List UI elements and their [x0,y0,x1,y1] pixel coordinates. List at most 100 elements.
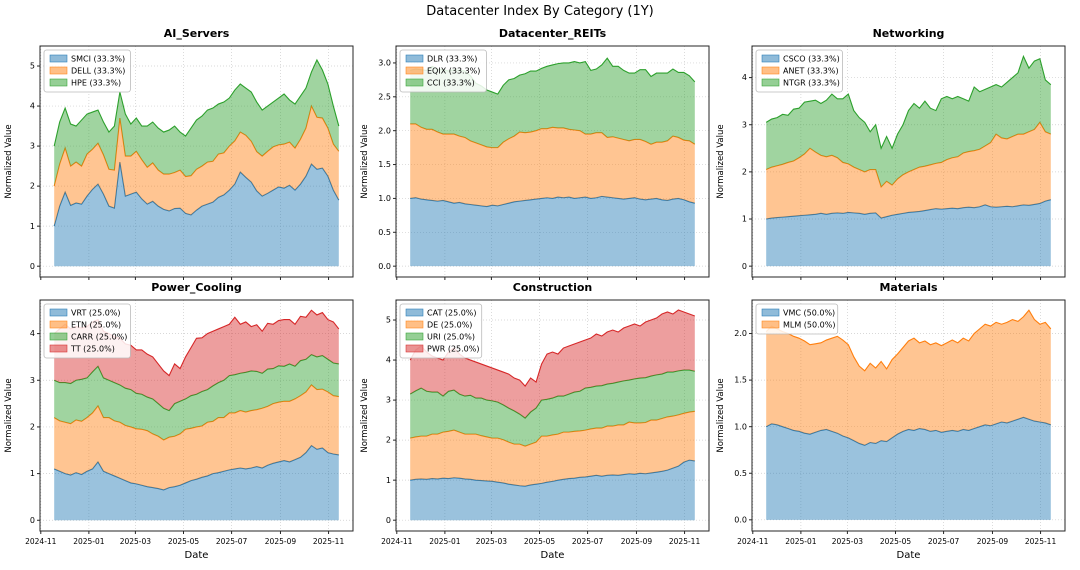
subplot-title: Construction [513,281,592,294]
y-axis-label: Normalized Value [360,378,370,452]
line-anet [765,121,1052,189]
subplot-networking: 0 1 2 3 4 Normalized Value Networking CSCO (33.… [716,27,1066,280]
x-axis: 2024-11 2025-01 2025-03 2025-05 2025-07 2025-… [381,531,700,546]
svg-text:1.0: 1.0 [734,422,747,431]
legend-swatch-dell [49,66,68,75]
legend-swatch-ntgr [761,78,780,87]
svg-text:2025-09: 2025-09 [977,537,1009,546]
line-cat [410,459,695,487]
svg-text:0.5: 0.5 [378,228,391,237]
svg-text:2025-05: 2025-05 [524,537,556,546]
svg-text:2025-01: 2025-01 [785,537,817,546]
area-hpe [54,60,339,187]
legend-swatch-dlr [405,54,424,63]
legend-swatch-carr [49,332,68,341]
svg-text:3: 3 [30,376,35,385]
legend-label: VRT (25.0%) [71,309,121,318]
legend-label: MLM (50.0%) [783,321,835,330]
svg-text:2025-05: 2025-05 [880,537,912,546]
legend-label: ETN (25.0%) [71,321,121,330]
line-eqix [410,123,696,149]
grid [396,300,709,531]
area-mlm [766,310,1051,446]
legend-swatch-tt [49,344,68,353]
svg-text:2024-11: 2024-11 [25,537,57,546]
plot-border [39,299,354,532]
legend: DLR (33.3%) EQIX (33.3%) CCI (33.3%) [399,49,487,93]
svg-text:0.5: 0.5 [734,469,747,478]
svg-text:2025-11: 2025-11 [1025,537,1057,546]
legend-swatch-eqix [405,66,424,75]
svg-text:2025-03: 2025-03 [476,537,508,546]
svg-text:1.5: 1.5 [734,376,747,385]
svg-text:3: 3 [742,120,747,129]
line-etn [53,384,339,441]
legend: SMCI (33.3%) DELL (33.3%) HPE (33.3%) [43,49,131,93]
area-cat [410,460,695,521]
area-cci [410,58,695,148]
svg-text:3.0: 3.0 [378,59,391,68]
subplot-title: AI_Servers [164,27,230,40]
svg-text:2025-07: 2025-07 [216,537,248,546]
svg-text:5: 5 [386,316,391,325]
legend: VRT (25.0%) ETN (25.0%) CARR (25.0%) TT (25… [43,303,131,359]
line-ntgr [765,54,1052,150]
area-dlr [410,196,695,267]
legend-label: VMC (50.0%) [783,309,835,318]
area-anet [766,122,1051,220]
svg-text:0: 0 [30,262,35,271]
y-axis-label: Normalized Value [4,124,14,198]
svg-text:2: 2 [30,182,35,191]
svg-text:2: 2 [386,436,391,445]
area-uri [410,370,695,447]
svg-text:2025-03: 2025-03 [832,537,864,546]
legend-swatch-hpe [49,78,68,87]
legend-label: TT (25.0%) [70,345,115,354]
grid [40,300,353,531]
legend-swatch-anet [761,66,780,75]
legend-swatch-vmc [761,308,780,317]
area-etn [54,384,339,490]
x-axis [396,277,686,280]
y-axis-label: Normalized Value [716,124,726,198]
line-vmc [765,416,1051,446]
svg-text:3: 3 [386,396,391,405]
subplot-title: Networking [873,27,945,40]
svg-text:2025-03: 2025-03 [120,537,152,546]
area-csco [766,199,1051,267]
legend-label: DE (25.0%) [427,321,472,330]
line-hpe [53,58,340,147]
svg-text:1: 1 [386,476,391,485]
line-vrt [53,444,339,491]
area-ntgr [766,56,1051,187]
svg-text:2.0: 2.0 [378,126,391,135]
legend-swatch-uri [405,332,424,341]
x-axis [40,277,330,280]
grid [752,300,1065,531]
svg-text:0: 0 [386,516,391,525]
svg-text:2025-01: 2025-01 [429,537,461,546]
legend-swatch-etn [49,320,68,329]
svg-text:2025-11: 2025-11 [669,537,701,546]
y-axis: 0 1 2 3 4 [30,329,40,525]
svg-text:2025-05: 2025-05 [168,537,200,546]
line-mlm [765,309,1052,372]
svg-text:2025-09: 2025-09 [265,537,297,546]
line-carr [53,353,339,412]
y-axis-label: Normalized Value [360,124,370,198]
subplot-power-cooling: 0 1 2 3 4 2024-11 2025-01 2025-03 2025-05 2025-07… [4,281,354,561]
y-axis: 0.0 0.5 1.0 1.5 2.0 [734,329,752,524]
svg-text:4: 4 [30,102,35,111]
subplot-ai-servers: 0 1 2 3 4 5 Normalized Value AI_Servers SMCI (33… [4,27,354,280]
legend-label: CARR (25.0%) [71,333,127,342]
grid [40,46,353,277]
area-carr [54,354,339,440]
x-axis-label: Date [541,550,565,561]
area-pwr [410,310,695,419]
line-dell [53,104,340,187]
svg-text:5: 5 [30,62,35,71]
svg-text:2024-11: 2024-11 [381,537,413,546]
legend-label: PWR (25.0%) [427,345,480,354]
legend-label: DLR (33.3%) [427,55,477,64]
